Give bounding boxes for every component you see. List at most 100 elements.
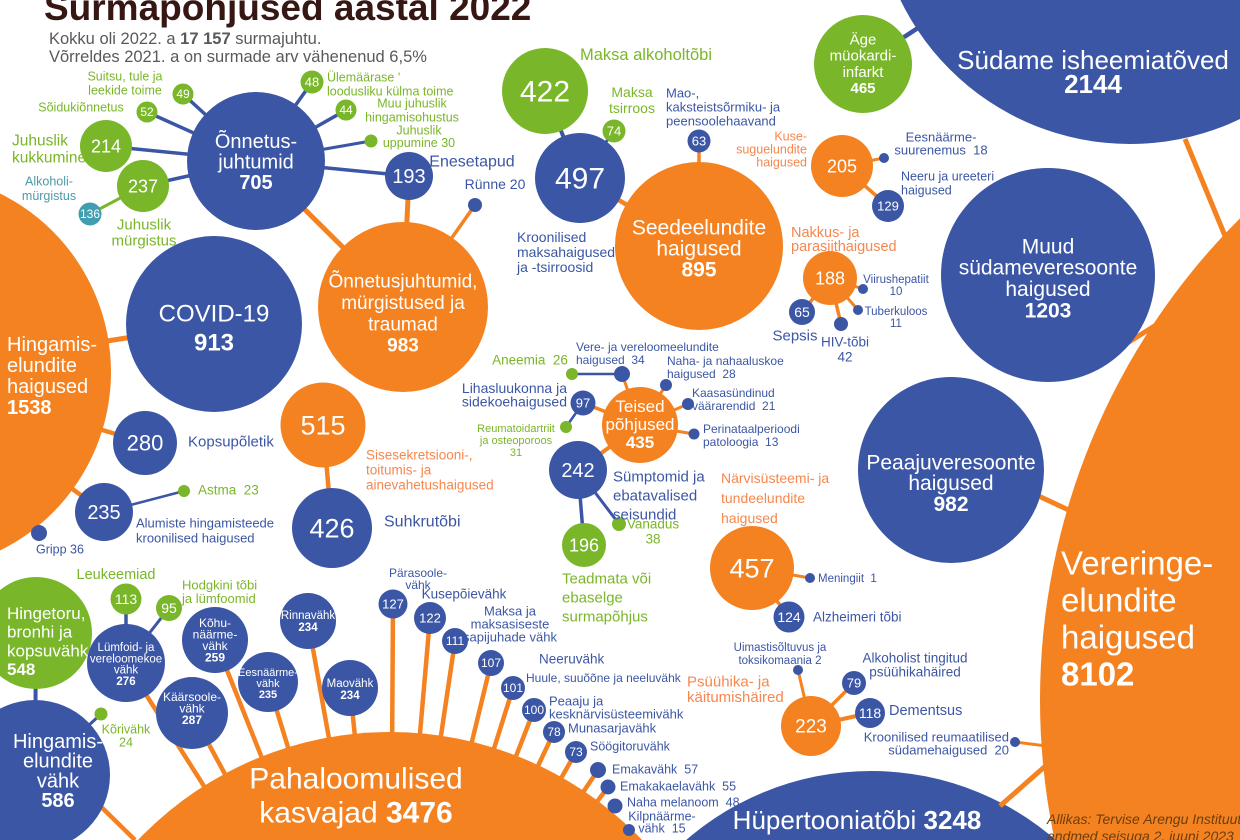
edge-kasvajad-bubble-maovahk-234 [347, 687, 368, 840]
dot-emakavahk [590, 762, 606, 778]
label-korivahk: Kõrivähk 24 [102, 722, 151, 749]
label-suhkrutobi: Suhkrutõbi [384, 514, 461, 531]
bubble-sepsis-65-text: 65 [794, 304, 810, 320]
bubble-sepsis-65 [789, 299, 815, 325]
bubble-hingamisohustus-44-text: 44 [339, 103, 353, 117]
dot-uimasti [793, 665, 803, 675]
bubble-psyyhika-223-text: 223 [795, 717, 827, 738]
dot-astma [178, 485, 190, 497]
label-naha: Naha- ja nahaaluskoe haigused 28 [667, 354, 784, 381]
bubble-murgistus-237 [117, 160, 169, 212]
label-kopsupoletik: Kopsupõletik [188, 433, 274, 450]
bubble-alzheimer-124-text: 124 [777, 609, 801, 625]
bubble-maksa-tsirroos-74-text: 74 [607, 124, 621, 139]
label-title: Surmapõhjused aastal 2022 [44, 0, 531, 28]
bubble-murgistus-237-text: 237 [128, 176, 158, 196]
bubble-maovahk-234-text: Maovähk 234 [327, 678, 374, 702]
bubble-onnetusjuhtumid-705-text: Õnnetus-juhtumid 705 [215, 129, 297, 194]
bubble-nakkus-188 [803, 251, 857, 305]
bubble-suhkrutobi-426-text: 426 [309, 513, 354, 543]
label-eesnaarme-suurenemus: Eesnäärme-suurenemus 18 [894, 130, 987, 158]
bubble-hingamiselundite-vahk-586 [0, 700, 110, 840]
dot-vere [614, 366, 630, 382]
label-hodgkini: Hodgkini tõbi ja lümfoomid [181, 578, 257, 607]
bubble-alkoholimurgistus-136-text: 136 [80, 207, 100, 221]
edge-kasvajad-bubble-rinnavahk-234 [305, 620, 350, 840]
bubble-symptomid-242 [549, 441, 607, 499]
label-kroonilised-maksa: Kroonilised maksahaigused ja -tsirroosid [516, 229, 615, 275]
bubble-dementsus-118 [855, 698, 885, 728]
bubble-kusepoievahk-122 [414, 602, 446, 634]
bubble-kroonilised-maksahaigused-497-text: 497 [555, 163, 605, 196]
bubble-muud-sydame-1203 [941, 168, 1155, 382]
bubble-kopsupoletik-280-text: 280 [127, 431, 164, 456]
bubble-peaaju-100 [522, 698, 546, 722]
label-maksa-alkoholtobi: Maksa alkoholtõbi [580, 46, 712, 64]
edge-2144-465 [861, 0, 965, 66]
bubble-seedeelundite-haigused-895 [615, 162, 783, 330]
label-narvisysteemi: Närvisüsteemi- ja tundeelundite haigused [721, 470, 829, 526]
edge-kasvajad-bubble-maksavahk-111 [423, 640, 458, 840]
bubble-teised-pohjused-435 [602, 387, 678, 463]
label-peaaju: Peaaju ja kesknärvisüsteemivähk [549, 694, 684, 722]
edge-kasvajad-bubble-neeruvahk-107 [445, 662, 494, 840]
label-sepsis: Sepsis [772, 327, 817, 344]
bubble-kukkumine-214-text: 214 [91, 136, 121, 156]
bubble-onnetused-traumad-983-text: Õnnetusjuhtumid, mürgistused ja traumad 983 [329, 271, 478, 357]
label-neeru-ureeteri: Neeru ja ureeteri haigused [901, 169, 994, 197]
bubble-suitsu-49 [172, 83, 194, 105]
bubble-peaajuveresoonte-982 [858, 377, 1044, 563]
bubble-onnetusjuhtumid-705 [187, 92, 325, 230]
bubble-munasarjavahk-78 [543, 721, 565, 743]
bubble-soogitoruvahk-73 [565, 741, 587, 763]
label-dementsus: Dementsus [889, 703, 962, 719]
bubble-lymfoid-276-text: Lümfoid- ja vereloomekoe vähk 276 [90, 642, 162, 688]
label-ylemaarase: Ülemäärase ' loodusliku külma toime [327, 70, 453, 98]
bubble-suhkrutobi-426 [292, 488, 372, 568]
group-hingamiselundite-haigused [0, 193, 111, 551]
bubble-myokardiinfarkt-465 [814, 15, 912, 113]
label-symptomid: Sümptomid ja ebatavalised seisundid [613, 468, 705, 523]
bubble-teadmata-196-text: 196 [569, 535, 599, 555]
bubble-rinnavahk-234 [280, 593, 336, 649]
bubble-kukkumine-214 [80, 120, 132, 172]
bubble-lihasluukonna-97-text: 97 [576, 396, 590, 411]
bubble-parasoolevahk-127-text: 127 [382, 597, 404, 612]
edge-hingamis-dot-gripp [0, 480, 41, 535]
bubble-maksa-alkoholtobi-422-text: 422 [520, 76, 570, 109]
label-vanadus: Vanadus 38 [627, 517, 680, 547]
label-emakavahk: Emakavähk 57 [612, 762, 698, 776]
bubble-muud-sydame-1203-text: Muud südameveresoonte haigused 1203 [959, 235, 1138, 322]
bubble-rinnavahk-234-text: Rinnavähk 234 [281, 610, 336, 634]
edge-kasvajad-dot-emakavahk [548, 768, 600, 840]
bubble-seedeelundite-haigused-895-text: Seedeelundite haigused 895 [632, 216, 766, 281]
bubble-sisesekretsiooni-515 [280, 382, 366, 468]
edge-kasvajad-bubble-eesnaarmevahk-235 [265, 681, 319, 840]
label-kilpnaarmevahk: Kilpnäärme-vähk 15 [628, 809, 695, 835]
label-alkoholi-myrgistus: Alkoholi-mürgistus [22, 174, 76, 203]
label-munasarjavahk: Munasarjavähk [568, 721, 657, 736]
bubble-kusepoievahk-122-text: 122 [419, 611, 441, 626]
edge-kasvajad-bubble-peaaju-100 [480, 709, 537, 840]
bubble-munasarjavahk-78-text: 78 [547, 725, 561, 739]
bubble-covid19-913-text: COVID-19 913 [159, 300, 270, 356]
bubble-dementsus-118-text: 118 [859, 705, 882, 721]
label-huule: Huule, suuõõne ja neeluvähk [526, 671, 682, 685]
dot-tuberkuloos [853, 305, 863, 315]
group-hypertooniatobi-text: Hüpertooniatõbi 3248 [733, 805, 982, 835]
bubble-alumiste-hingamisteede-235 [75, 483, 133, 541]
bubble-hodgkini-95 [156, 595, 182, 621]
bubble-neeru-ureeteri-129-text: 129 [877, 199, 899, 214]
label-tuberkuloos: Tuberkuloos 11 [865, 306, 928, 330]
label-subtitle-1: Kokku oli 2022. a 17 157 surmajuhtu. [49, 30, 321, 48]
bubble-maksavahk-111-text: 111 [446, 634, 465, 648]
label-astma: Astma 23 [198, 483, 259, 498]
label-gripp: Gripp 36 [36, 542, 84, 556]
bubble-nakkus-188-text: 188 [815, 268, 845, 288]
bubble-symptomid-242-text: 242 [561, 460, 594, 482]
dot-reumatoidartriit [560, 421, 572, 433]
bubble-sydame-isheemiatoved [900, 0, 1240, 144]
edge-kasvajad-bubble-huule-101 [462, 687, 516, 840]
group-vereringeelundite-haigused [1040, 218, 1240, 840]
